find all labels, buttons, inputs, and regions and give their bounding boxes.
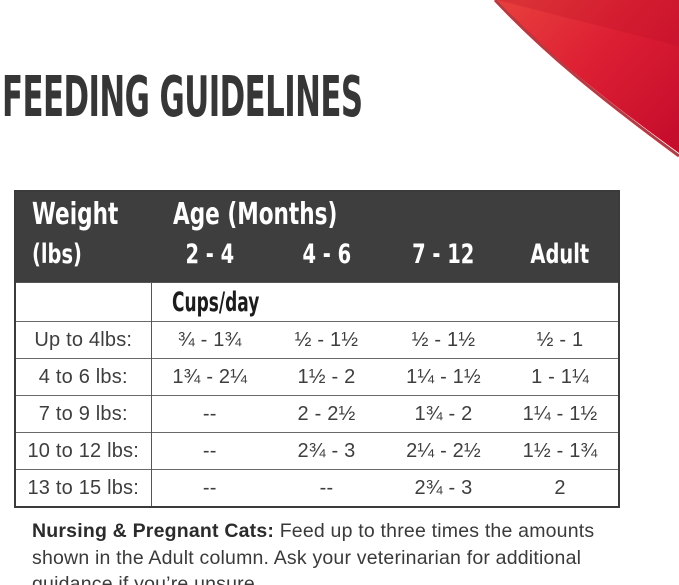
value-cell: ¾ - 1¾ <box>151 321 268 359</box>
cups-per-day-cell: Cups/day <box>151 282 620 322</box>
value-cell: ½ - 1½ <box>268 321 385 359</box>
note-line-1: Nursing & Pregnant Cats: Feed up to thre… <box>32 518 652 545</box>
weight-header: Weight <box>15 191 151 233</box>
age-col-adult-label: Adult <box>530 239 590 270</box>
cups-per-day-row: Cups/day <box>15 282 620 322</box>
age-col-4-6-label: 4 - 6 <box>302 239 351 270</box>
nursing-pregnant-note: Nursing & Pregnant Cats: Feed up to thre… <box>32 518 652 585</box>
age-col-7-12: 7 - 12 <box>385 233 502 283</box>
weight-unit-header: (lbs) <box>15 233 151 283</box>
value-cell: -- <box>151 395 268 433</box>
cups-per-day-label: Cups/day <box>171 286 259 318</box>
table-row: 7 to 9 lbs: -- 2 - 2½ 1¾ - 2 1¼ - 1½ <box>15 395 620 433</box>
value-cell: -- <box>151 432 268 470</box>
table-row: Up to 4lbs: ¾ - 1¾ ½ - 1½ ½ - 1½ ½ - 1 <box>15 321 620 359</box>
page-title: FEEDING GUIDELINES <box>2 65 363 130</box>
weight-cell: 13 to 15 lbs: <box>15 469 152 507</box>
cups-row-blank-cell <box>15 282 152 322</box>
feeding-table: Weight Age (Months) (lbs) 2 - 4 4 - 6 7 … <box>14 190 621 508</box>
value-cell: ½ - 1 <box>502 321 620 359</box>
value-cell: ½ - 1½ <box>385 321 502 359</box>
age-col-7-12-label: 7 - 12 <box>412 239 475 270</box>
age-col-adult: Adult <box>502 233 620 283</box>
note-bold-lead: Nursing & Pregnant Cats: <box>32 520 275 542</box>
age-months-header-label: Age (Months) <box>173 197 338 232</box>
note-line-2: shown in the Adult column. Ask your vete… <box>32 546 582 569</box>
weight-cell: 7 to 9 lbs: <box>15 395 152 433</box>
value-cell: 1¼ - 1½ <box>502 395 620 433</box>
weight-cell: 4 to 6 lbs: <box>15 358 152 396</box>
value-cell: 1½ - 2 <box>268 358 385 396</box>
value-cell: 1¾ - 2¼ <box>151 358 268 396</box>
table-header: Weight Age (Months) (lbs) 2 - 4 4 - 6 7 … <box>15 191 620 283</box>
value-cell: 1½ - 1¾ <box>502 432 620 470</box>
age-col-4-6: 4 - 6 <box>268 233 385 283</box>
age-months-header: Age (Months) <box>151 191 620 233</box>
value-cell: 1¾ - 2 <box>385 395 502 433</box>
note-line-1-rest: Feed up to three times the amounts <box>274 520 595 542</box>
value-cell: -- <box>268 469 385 507</box>
age-col-2-4: 2 - 4 <box>151 233 268 283</box>
value-cell: 1 - 1¼ <box>502 358 620 396</box>
value-cell: 2 <box>502 469 620 507</box>
table-row: 13 to 15 lbs: -- -- 2¾ - 3 2 <box>15 469 620 507</box>
weight-cell: 10 to 12 lbs: <box>15 432 152 470</box>
value-cell: 2 - 2½ <box>268 395 385 433</box>
value-cell: 2¾ - 3 <box>268 432 385 470</box>
value-cell: 1¼ - 1½ <box>385 358 502 396</box>
value-cell: 2¼ - 2½ <box>385 432 502 470</box>
weight-cell: Up to 4lbs: <box>15 321 152 359</box>
table-row: 10 to 12 lbs: -- 2¾ - 3 2¼ - 2½ 1½ - 1¾ <box>15 432 620 470</box>
weight-unit-label: (lbs) <box>32 239 82 270</box>
value-cell: -- <box>151 469 268 507</box>
weight-header-label: Weight <box>32 197 119 232</box>
age-col-2-4-label: 2 - 4 <box>185 239 234 270</box>
table-row: 4 to 6 lbs: 1¾ - 2¼ 1½ - 2 1¼ - 1½ 1 - 1… <box>15 358 620 396</box>
note-line-3: guidance if you’re unsure. <box>32 573 261 585</box>
value-cell: 2¾ - 3 <box>385 469 502 507</box>
